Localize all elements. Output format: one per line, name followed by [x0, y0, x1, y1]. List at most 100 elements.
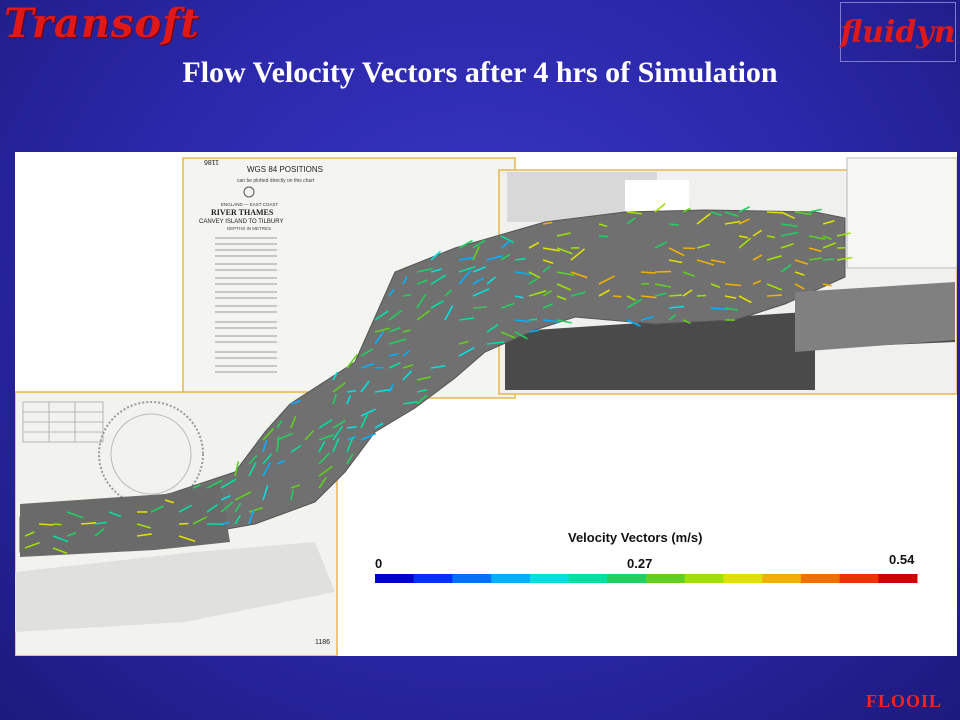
velocity-vector: [472, 288, 490, 297]
velocity-vector: [738, 237, 752, 249]
velocity-vector: [500, 302, 515, 309]
velocity-vector: [346, 426, 357, 429]
velocity-vector: [486, 254, 504, 261]
velocity-vector: [136, 523, 152, 529]
legend-color-segment: [413, 574, 453, 583]
velocity-vector: [626, 211, 642, 215]
velocity-vector: [780, 243, 794, 249]
velocity-vector: [500, 235, 515, 244]
velocity-vector: [262, 427, 275, 441]
velocity-vector: [374, 310, 389, 321]
velocity-vector: [542, 289, 553, 297]
velocity-vector: [52, 547, 68, 554]
velocity-vector: [178, 535, 196, 543]
velocity-vector: [108, 511, 122, 518]
velocity-vector: [192, 516, 208, 525]
legend-color-segment: [723, 574, 763, 583]
legend-color-segment: [568, 574, 608, 583]
velocity-vector: [360, 348, 374, 357]
velocity-vector: [654, 241, 668, 249]
velocity-vector: [766, 211, 783, 214]
chart-depths-label: DEPTHS IN METRES: [227, 226, 271, 231]
velocity-vector: [332, 437, 340, 453]
velocity-vector: [724, 220, 741, 225]
velocity-vector: [430, 250, 442, 261]
velocity-vector: [80, 522, 97, 525]
velocity-vector: [444, 305, 454, 321]
legend-color-segment: [452, 574, 492, 583]
velocity-vector: [514, 257, 526, 261]
chart-reach-label: CANVEY ISLAND TO TILBURY: [199, 219, 283, 225]
fluidyn-logo: fluidyn: [840, 2, 956, 62]
velocity-vector: [458, 340, 469, 345]
velocity-vector: [542, 319, 560, 323]
velocity-vector: [388, 352, 399, 357]
velocity-vector: [598, 235, 609, 238]
velocity-vector: [416, 394, 428, 405]
velocity-vector: [304, 429, 315, 441]
velocity-vector: [52, 535, 69, 543]
velocity-vector: [696, 243, 710, 249]
velocity-vector: [220, 521, 230, 525]
velocity-vector: [402, 364, 414, 369]
velocity-vector: [416, 389, 427, 393]
velocity-vector: [416, 267, 433, 273]
river-domain-west: [20, 482, 230, 557]
velocity-vector: [318, 418, 333, 429]
velocity-vector: [528, 318, 538, 321]
velocity-vector: [66, 511, 84, 519]
velocity-vector: [570, 291, 586, 297]
legend-color-segment: [646, 574, 686, 583]
velocity-vector: [360, 362, 375, 369]
velocity-vector: [346, 435, 357, 441]
velocity-vector: [248, 506, 263, 513]
velocity-vector: [556, 295, 567, 301]
velocity-vector: [752, 229, 763, 237]
velocity-vector: [724, 295, 737, 299]
velocity-vector: [402, 329, 412, 333]
velocity-vector: [318, 476, 327, 489]
velocity-legend: Velocity Vectors (m/s) 0 0.27 0.54: [375, 530, 918, 583]
legend-color-segment: [375, 574, 415, 583]
velocity-vector: [682, 247, 696, 250]
velocity-vector: [94, 527, 105, 537]
velocity-vector: [682, 319, 691, 325]
legend-color-segment: [800, 574, 841, 583]
velocity-vector: [528, 241, 540, 249]
velocity-vector: [626, 298, 643, 309]
velocity-vector: [402, 370, 413, 381]
velocity-vector: [388, 288, 395, 297]
velocity-vector: [332, 371, 338, 381]
velocity-vector: [416, 293, 427, 309]
velocity-vector: [388, 362, 401, 369]
velocity-vector: [710, 211, 723, 217]
legend-mid-label: 0.27: [627, 556, 652, 571]
chart-shore-lower: [15, 542, 335, 632]
velocity-vector: [696, 294, 707, 297]
velocity-vector: [528, 271, 541, 279]
velocity-vector: [346, 395, 352, 405]
velocity-vector: [668, 247, 685, 257]
velocity-vector: [556, 232, 571, 237]
velocity-vector: [822, 258, 835, 261]
velocity-vector: [738, 235, 748, 239]
velocity-vector: [290, 489, 294, 501]
velocity-vector: [430, 365, 446, 369]
velocity-vector: [332, 425, 344, 441]
velocity-vector: [696, 212, 711, 225]
velocity-vector: [248, 509, 255, 525]
legend-color-segment: [607, 574, 647, 583]
legend-color-segment: [684, 574, 724, 583]
velocity-vector: [472, 239, 486, 249]
velocity-vector: [752, 280, 762, 285]
velocity-vector: [766, 294, 782, 297]
velocity-vector: [752, 254, 763, 261]
velocity-vector: [52, 523, 62, 526]
velocity-vector: [724, 307, 739, 311]
velocity-vector: [738, 218, 750, 225]
velocity-vector: [332, 393, 338, 405]
simulation-figure: WGS 84 POSITIONS can be plotted directly…: [15, 157, 957, 656]
velocity-vector: [318, 433, 335, 441]
chart-sheet-corner: [846, 157, 957, 269]
velocity-vector: [696, 259, 715, 266]
